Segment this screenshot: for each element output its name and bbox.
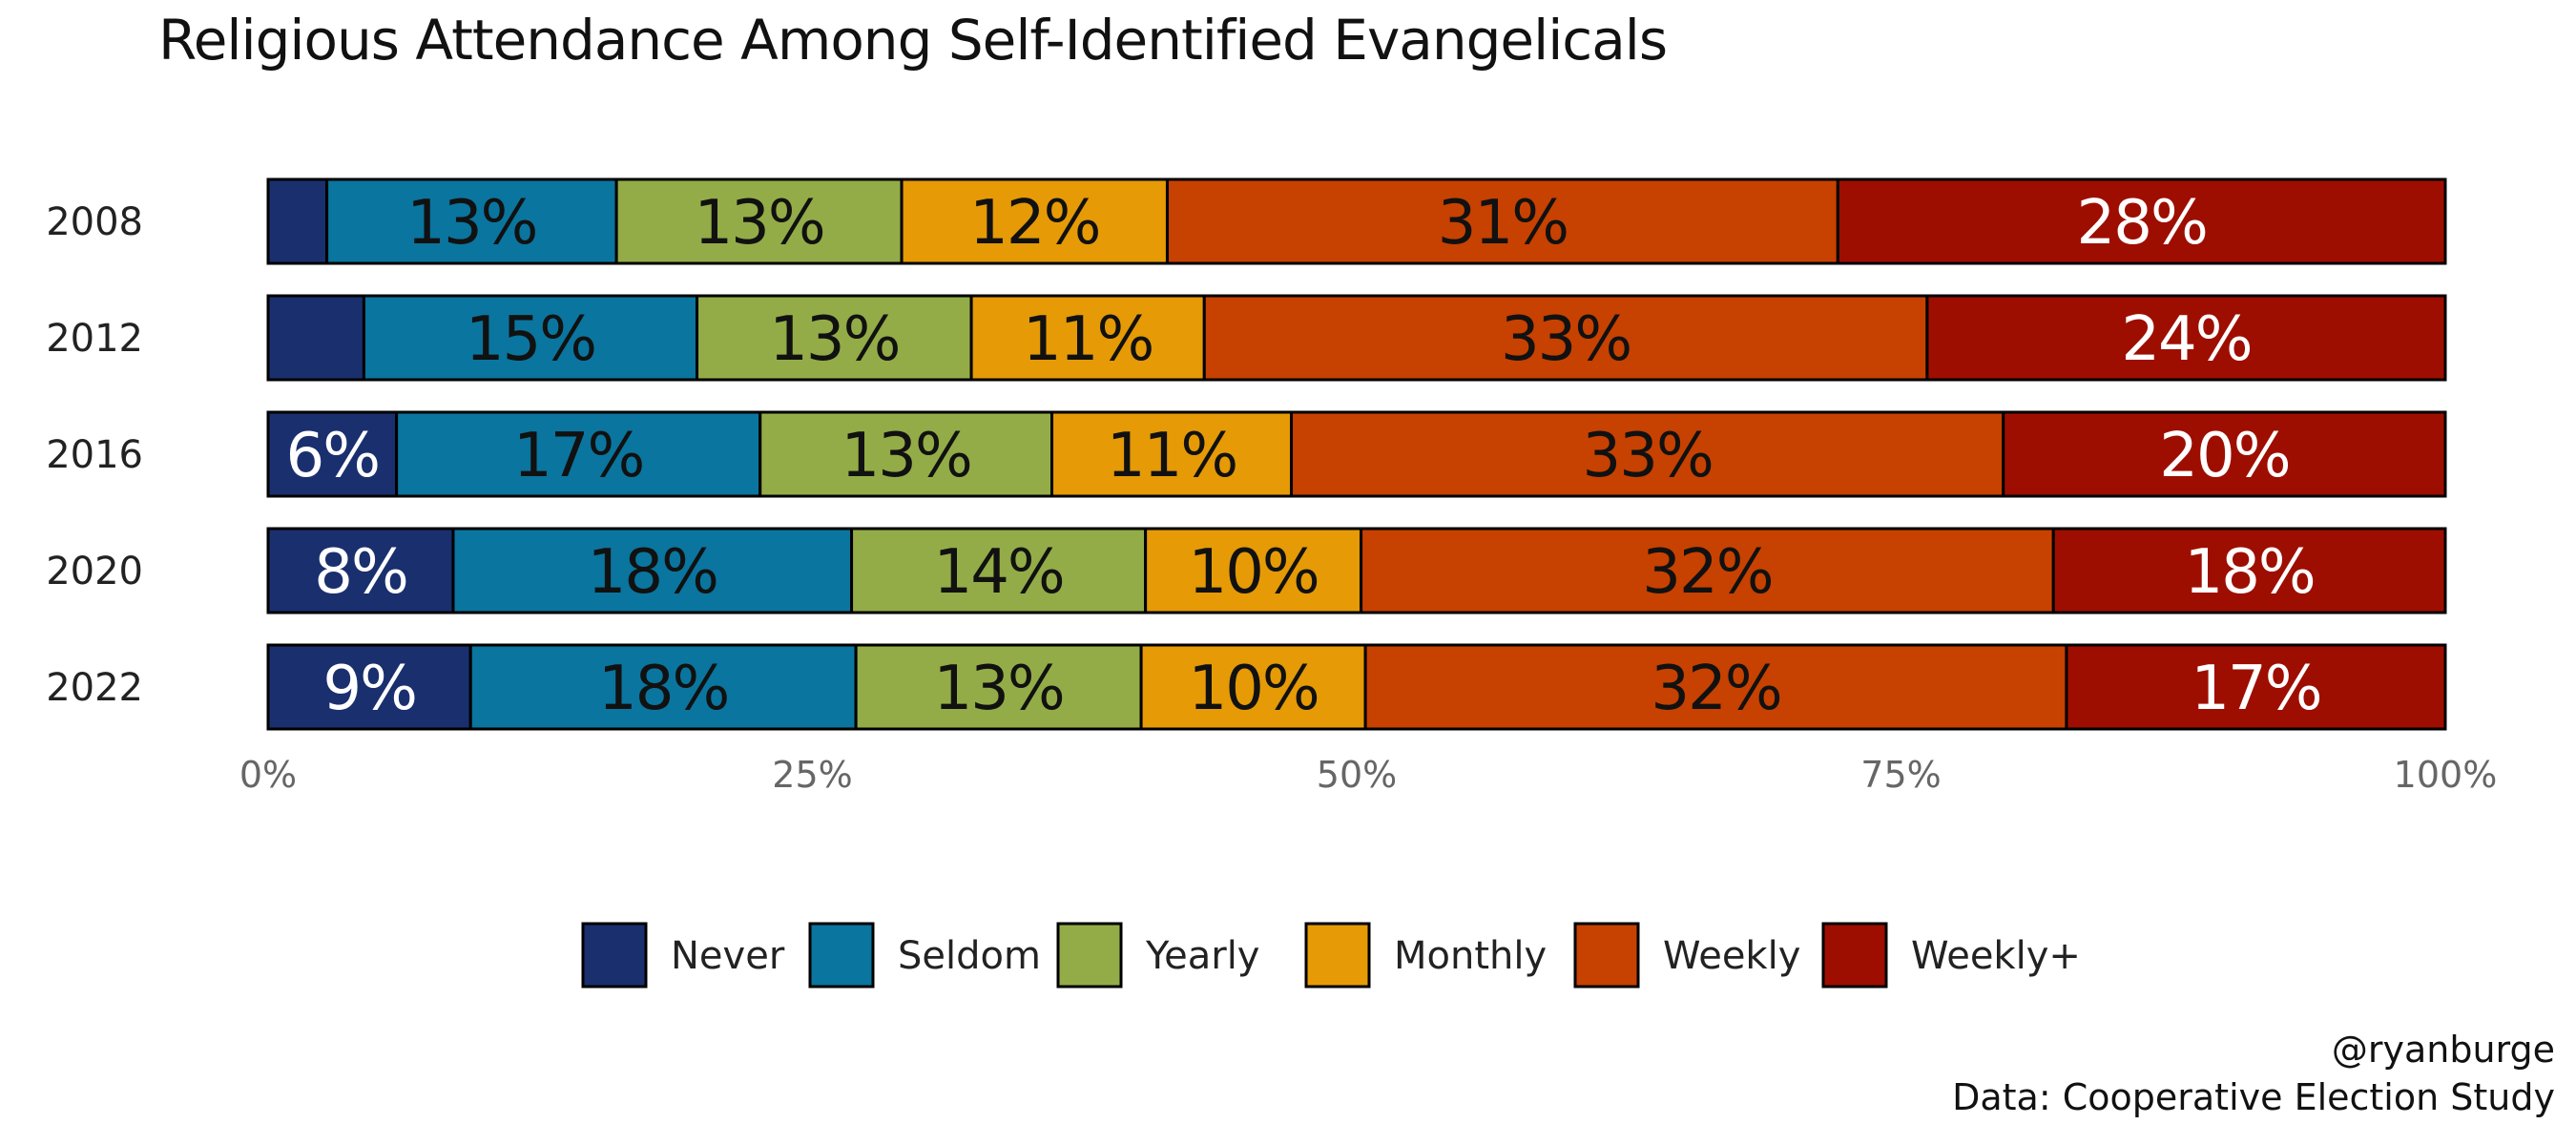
data-label: 13% (769, 304, 899, 375)
y-tick-label: 2020 (46, 550, 143, 593)
legend-swatch (1056, 922, 1123, 989)
data-label: 12% (969, 188, 1099, 259)
bar-segment-2022-yearly (854, 643, 1143, 731)
data-label: 10% (1188, 654, 1318, 724)
bar-segment-2008-yearly (614, 177, 904, 265)
bar-segment-2022-monthly (1139, 643, 1367, 731)
y-tick-label: 2022 (46, 666, 143, 710)
bars-layer: 13% 13% 12% 31% 28% 15% 13% 11% 33% 24% 6% 17% 13% 11… (266, 177, 2447, 731)
bar-segment-2008-seldom (325, 177, 618, 265)
data-label: 33% (1501, 304, 1631, 375)
legend-swatch (581, 922, 648, 989)
bar-segment-2012-monthly (969, 294, 1206, 382)
legend-item-monthly: Monthly (1304, 922, 1547, 989)
data-label: 13% (841, 421, 971, 491)
data-label: 32% (1642, 537, 1772, 608)
legend-label: Seldom (898, 934, 1041, 978)
y-axis-ticks: 2008 2012 2016 2020 2022 (46, 200, 143, 710)
legend-swatch (1304, 922, 1371, 989)
bar-row-2020: 8% 18% 14% 10% 32% 18% (266, 527, 2447, 614)
data-label: 33% (1583, 421, 1713, 491)
bar-segment-2008-monthly (900, 177, 1169, 265)
bar-segment-2020-seldom (451, 527, 854, 614)
data-label: 13% (406, 188, 536, 259)
bar-segment-2020-weekly (1360, 527, 2055, 614)
y-tick-label: 2012 (46, 317, 143, 361)
x-tick-label: 100% (2394, 754, 2498, 796)
bar-segment-2022-never (266, 643, 472, 731)
bar-segment-2020-yearly (850, 527, 1148, 614)
data-label: 13% (694, 188, 823, 259)
bar-segment-2008-weekly (1165, 177, 1839, 265)
legend-item-weekly: Weekly (1573, 922, 1800, 989)
bar-row-2016: 6% 17% 13% 11% 33% 20% (266, 410, 2447, 498)
bar-segment-2016-weekly-plus (2002, 410, 2447, 498)
y-tick-label: 2008 (46, 200, 143, 244)
bar-segment-2016-weekly (1290, 410, 2005, 498)
data-label: 10% (1188, 537, 1318, 608)
chart-title: Religious Attendance Among Self-Identifi… (158, 8, 1668, 73)
data-label: 14% (933, 537, 1063, 608)
data-label: 17% (513, 421, 643, 491)
x-tick-label: 0% (239, 754, 297, 796)
bar-segment-2020-never (266, 527, 455, 614)
legend-label: Monthly (1394, 934, 1547, 978)
legend-swatch (1573, 922, 1640, 989)
bar-segment-2016-yearly (758, 410, 1054, 498)
data-label: 32% (1651, 654, 1780, 724)
data-label: 15% (466, 304, 595, 375)
data-label: 18% (588, 537, 717, 608)
data-label: 28% (2077, 188, 2207, 259)
legend: Never Seldom Yearly Monthly Weekly Weekly+ (581, 922, 2081, 989)
data-label: 8% (314, 537, 407, 608)
bar-segment-2012-never (266, 294, 365, 382)
bar-segment-2008-weekly-plus (1836, 177, 2447, 265)
x-tick-label: 50% (1317, 754, 1397, 796)
bar-segment-2020-weekly-plus (2051, 527, 2447, 614)
legend-item-seldom: Seldom (808, 922, 1041, 989)
legend-item-never: Never (581, 922, 785, 989)
data-label: 24% (2121, 304, 2251, 375)
bar-row-2008: 13% 13% 12% 31% 28% (266, 177, 2447, 265)
bar-segment-2022-seldom (468, 643, 858, 731)
legend-swatch (808, 922, 875, 989)
bar-segment-2012-seldom (362, 294, 699, 382)
data-label: 18% (598, 654, 728, 724)
data-label: 9% (322, 654, 416, 724)
legend-swatch (1821, 922, 1888, 989)
legend-item-yearly: Yearly (1056, 922, 1259, 989)
data-label: 17% (2191, 654, 2320, 724)
caption-handle: @ryanburge (2331, 1029, 2555, 1071)
legend-label: Weekly+ (1911, 934, 2081, 978)
bar-segment-2012-weekly-plus (1925, 294, 2447, 382)
y-tick-label: 2016 (46, 433, 143, 477)
data-label: 31% (1438, 188, 1568, 259)
legend-label: Never (671, 934, 785, 978)
bar-segment-2012-weekly (1202, 294, 1929, 382)
data-label: 20% (2159, 421, 2289, 491)
data-label: 18% (2184, 537, 2314, 608)
x-tick-label: 75% (1860, 754, 1941, 796)
bar-row-2012: 15% 13% 11% 33% 24% (266, 294, 2447, 382)
data-label: 6% (286, 421, 380, 491)
bar-segment-2016-never (266, 410, 399, 498)
data-label: 11% (1107, 421, 1236, 491)
data-label: 11% (1023, 304, 1153, 375)
legend-item-weekly-plus: Weekly+ (1821, 922, 2081, 989)
caption-source: Data: Cooperative Election Study (1952, 1076, 2555, 1118)
bar-segment-2008-never (266, 177, 329, 265)
bar-row-2022: 9% 18% 13% 10% 32% 17% (266, 643, 2447, 731)
legend-label: Yearly (1145, 934, 1259, 978)
legend-label: Weekly (1663, 934, 1800, 978)
bar-segment-2022-weekly-plus (2065, 643, 2447, 731)
data-label: 13% (933, 654, 1063, 724)
x-tick-label: 25% (772, 754, 852, 796)
bar-segment-2016-monthly (1050, 410, 1294, 498)
bar-segment-2016-seldom (395, 410, 762, 498)
x-axis-ticks: 0% 25% 50% 75% 100% (239, 754, 2497, 796)
